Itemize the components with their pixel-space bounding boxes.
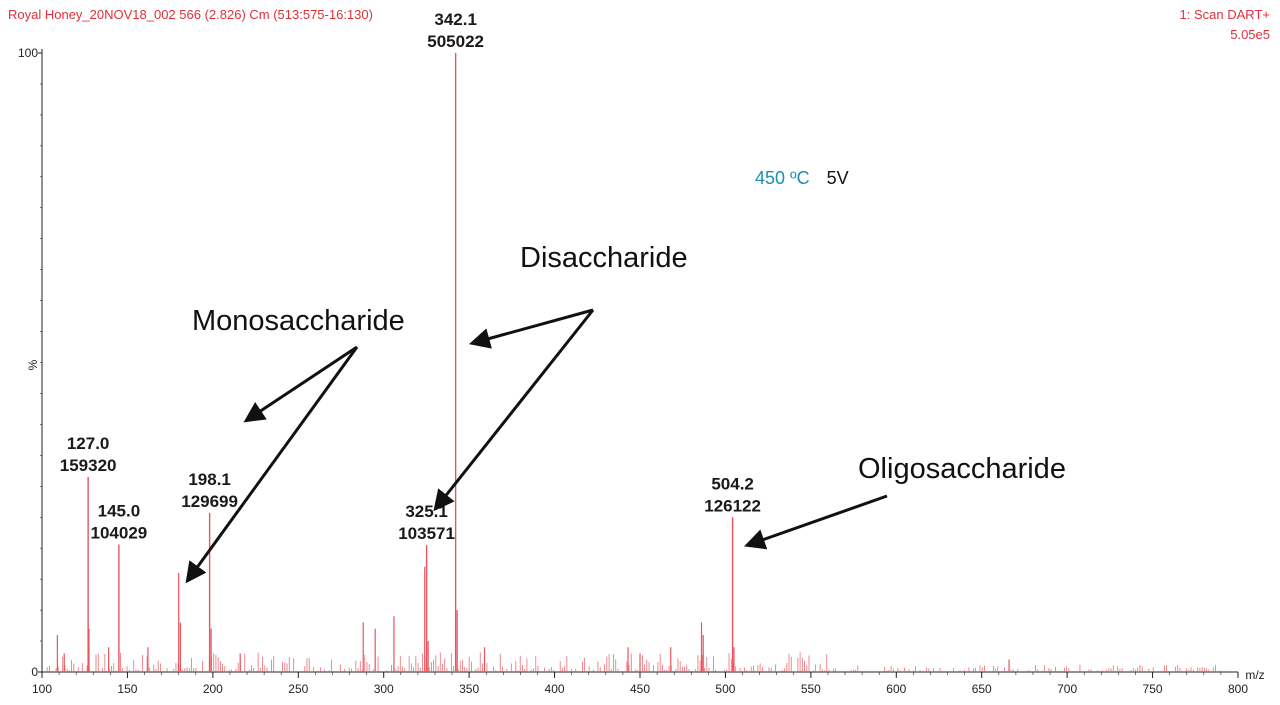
y-tick-label: 0: [31, 665, 38, 679]
monosaccharide-arrow-2: [185, 346, 359, 584]
peak-mz-label: 127.0: [67, 434, 110, 453]
monosaccharide-annotation: Monosaccharide: [192, 305, 405, 337]
x-tick-label: 800: [1228, 682, 1248, 696]
max-intensity-label: 5.05e5: [1230, 27, 1270, 42]
scan-mode-label: 1: Scan DART+: [1180, 7, 1270, 22]
peak-mz-label: 198.1: [188, 470, 231, 489]
peak-series: [56, 53, 1010, 672]
x-tick-label: 300: [374, 682, 394, 696]
x-tick-label: 350: [459, 682, 479, 696]
x-tick-label: 650: [972, 682, 992, 696]
peak-intensity-label: 505022: [427, 32, 484, 51]
chart-axes: 100 150 200 250 300 350 400 450 500 550 600 650 700 7…: [18, 46, 1248, 696]
x-tick-label: 450: [630, 682, 650, 696]
x-tick-label: 400: [545, 682, 565, 696]
spectrum-header-left: Royal Honey_20NOV18_002 566 (2.826) Cm (…: [8, 7, 373, 22]
peak-intensity-label: 103571: [398, 524, 455, 543]
y-tick-label: 100: [18, 46, 38, 60]
conditions-text: 450 ºC 5V: [755, 168, 849, 188]
x-tick-label: 100: [32, 682, 52, 696]
x-tick-label: 250: [288, 682, 308, 696]
x-tick-label: 150: [117, 682, 137, 696]
x-tick-label: 700: [1057, 682, 1077, 696]
peak-mz-label: 504.2: [711, 474, 754, 493]
peak-mz-label: 325.1: [405, 502, 448, 521]
monosaccharide-arrow-1: [243, 345, 358, 423]
disaccharide-arrow-1: [468, 308, 594, 349]
x-tick-label: 550: [801, 682, 821, 696]
annotation-arrows: [185, 308, 888, 584]
y-axis-label: %: [26, 359, 40, 370]
temperature-label: 450 ºC: [755, 168, 810, 188]
peak-intensity-label: 159320: [60, 456, 117, 475]
x-tick-label: 750: [1143, 682, 1163, 696]
baseline-noise: [46, 652, 1221, 672]
oligosaccharide-annotation: Oligosaccharide: [858, 453, 1066, 485]
voltage-label: 5V: [827, 168, 849, 188]
peak-mz-label: 342.1: [434, 10, 477, 29]
peak-mz-label: 145.0: [98, 501, 141, 520]
peak-intensity-label: 104029: [91, 523, 148, 542]
x-tick-label: 500: [715, 682, 735, 696]
peak-intensity-label: 126122: [704, 496, 761, 515]
disaccharide-arrow-2: [433, 309, 595, 512]
x-axis-label: m/z: [1245, 668, 1264, 682]
disaccharide-annotation: Disaccharide: [520, 242, 688, 274]
x-tick-label: 200: [203, 682, 223, 696]
peak-labels: 127.0 159320 145.0 104029 198.1 129699 325.1 10…: [60, 10, 761, 543]
x-tick-label: 600: [886, 682, 906, 696]
oligosaccharide-arrow: [744, 494, 888, 550]
peak-intensity-label: 129699: [181, 492, 238, 511]
